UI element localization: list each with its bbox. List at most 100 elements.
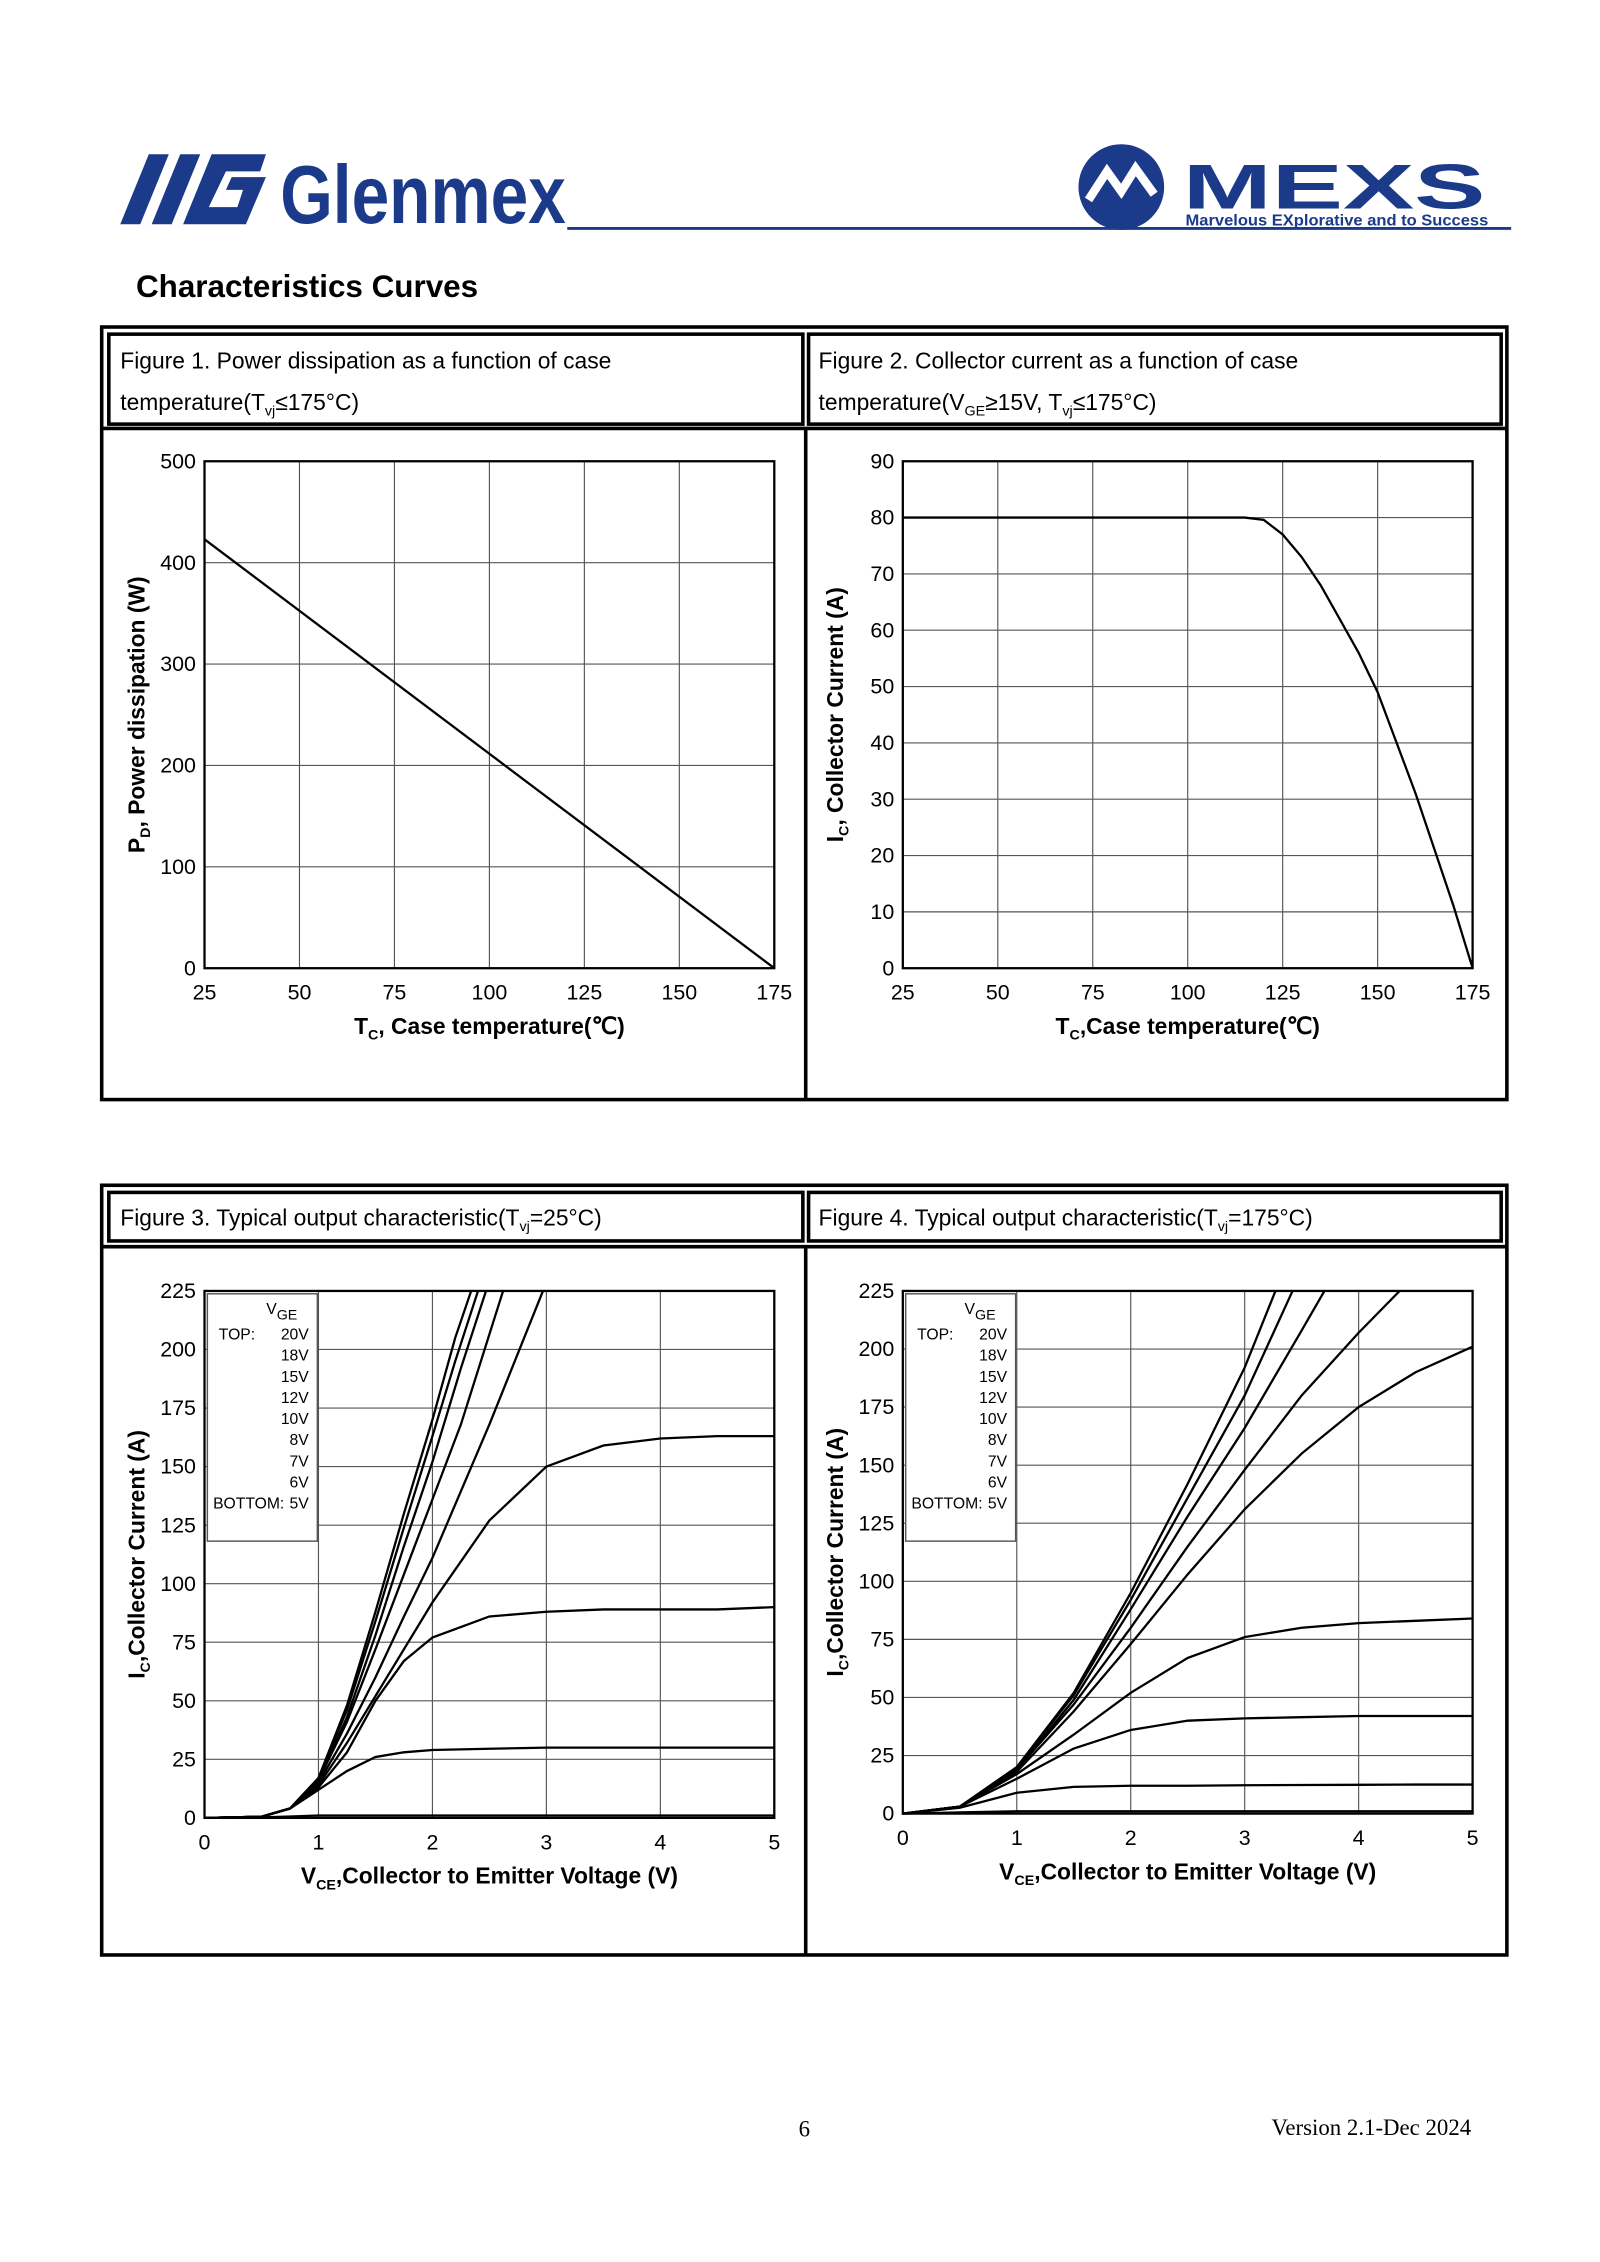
y-tick-label: 75 xyxy=(870,1628,894,1652)
y-axis-label-part: , Power dissipation (W) xyxy=(124,576,150,827)
x-tick-label: 100 xyxy=(1170,981,1206,1005)
section-title: Characteristics Curves xyxy=(136,269,478,304)
plot-frame xyxy=(901,1289,1474,1815)
y-tick-label: 100 xyxy=(859,1569,895,1593)
y-tick-label: 50 xyxy=(870,675,894,699)
data-line xyxy=(902,516,1474,969)
y-tick-label: 225 xyxy=(160,1279,196,1303)
x-axis-label-part: ,Case temperature(℃) xyxy=(1080,1013,1320,1039)
x-tick-label: 1 xyxy=(313,1830,325,1854)
x-tick-label: 50 xyxy=(986,981,1010,1005)
page-number: 6 xyxy=(799,2116,810,2141)
x-axis-label-part: T xyxy=(1056,1013,1070,1039)
y-tick-label: 225 xyxy=(859,1279,895,1303)
y-tick-label: 30 xyxy=(870,787,894,811)
legend-entry: 6V xyxy=(290,1474,310,1491)
legend-entry: 8V xyxy=(988,1432,1008,1449)
y-axis-label-part: P xyxy=(124,838,150,853)
version: Version 2.1-Dec 2024 xyxy=(1271,2115,1471,2140)
y-tick-label: 100 xyxy=(160,855,196,879)
legend-entry: 12V xyxy=(281,1390,309,1407)
y-tick-label: 0 xyxy=(882,1802,894,1826)
y-tick-label: 10 xyxy=(870,900,894,924)
x-tick-label: 0 xyxy=(199,1830,211,1854)
y-tick-label: 200 xyxy=(160,1338,196,1362)
x-tick-label: 0 xyxy=(897,1826,909,1850)
y-axis-label-part: C xyxy=(138,1662,154,1672)
partner-logo xyxy=(1078,144,1165,230)
x-tick-label: 150 xyxy=(1360,981,1396,1005)
x-tick-label: 75 xyxy=(1081,981,1105,1005)
y-tick-label: 400 xyxy=(160,551,196,575)
y-tick-label: 0 xyxy=(184,956,196,980)
y-tick-label: 100 xyxy=(160,1572,196,1596)
x-tick-label: 175 xyxy=(1455,981,1491,1005)
legend-title-part: GE xyxy=(975,1308,996,1324)
legend-entry: 8V xyxy=(290,1432,310,1449)
caption: Figure 1. Power dissipation as a functio… xyxy=(120,347,611,373)
y-axis-label: IC,Collector Current (A) xyxy=(822,1428,853,1677)
y-tick-label: 75 xyxy=(172,1630,196,1654)
plot-frame xyxy=(901,460,1474,970)
legend-box xyxy=(206,1293,319,1542)
caption-cell xyxy=(107,1190,805,1243)
y-tick-label: 40 xyxy=(870,731,894,755)
y-axis-label-part: D xyxy=(138,828,154,838)
caption: Figure 4. Typical output characteristic(… xyxy=(819,1204,1313,1235)
x-axis-label-part: , Case temperature(℃) xyxy=(378,1013,624,1039)
legend-entry: 18V xyxy=(979,1348,1007,1365)
legend-bottom: BOTTOM: xyxy=(213,1496,284,1513)
y-tick-label: 70 xyxy=(870,562,894,586)
x-axis-label: VCE,Collector to Emitter Voltage (V) xyxy=(301,1863,678,1894)
x-tick-label: 4 xyxy=(1353,1826,1365,1850)
y-tick-label: 25 xyxy=(870,1744,894,1768)
caption: temperature(VGE≥15V, Tvj≤175°C) xyxy=(819,389,1157,420)
y-axis-label-part: ,Collector Current (A) xyxy=(124,1430,150,1662)
x-tick-label: 25 xyxy=(891,981,915,1005)
legend-top: TOP: xyxy=(917,1326,953,1343)
x-tick-label: 1 xyxy=(1011,1826,1023,1850)
x-tick-label: 2 xyxy=(1125,1826,1137,1850)
y-axis-label-part: C xyxy=(837,826,853,836)
legend-box xyxy=(904,1293,1017,1542)
x-tick-label: 5 xyxy=(1467,1826,1479,1850)
legend-entry: 15V xyxy=(281,1369,309,1386)
x-axis-label: VCE,Collector to Emitter Voltage (V) xyxy=(999,1858,1376,1889)
x-tick-label: 125 xyxy=(1265,981,1301,1005)
x-tick-label: 2 xyxy=(426,1830,438,1854)
legend-title-part: V xyxy=(266,1301,277,1318)
data-line xyxy=(204,1746,775,1820)
x-tick-label: 50 xyxy=(288,981,312,1005)
x-axis-label-part: CE xyxy=(1014,1873,1034,1889)
data-line xyxy=(902,1783,1473,1815)
x-tick-label: 25 xyxy=(193,981,217,1005)
y-tick-label: 500 xyxy=(160,449,196,473)
x-axis-label: TC,Case temperature(℃) xyxy=(1056,1013,1320,1044)
y-tick-label: 0 xyxy=(184,1806,196,1830)
y-tick-label: 90 xyxy=(870,449,894,473)
data-line xyxy=(902,1810,1473,1815)
y-tick-label: 150 xyxy=(859,1453,895,1477)
caption: Figure 2. Collector current as a functio… xyxy=(819,347,1299,373)
caption-cell xyxy=(806,332,1503,426)
y-axis-label-part: , Collector Current (A) xyxy=(822,587,848,825)
legend-title: VGE xyxy=(266,1301,297,1324)
y-tick-label: 175 xyxy=(859,1395,895,1419)
y-tick-label: 200 xyxy=(160,754,196,778)
y-tick-label: 125 xyxy=(859,1511,895,1535)
x-tick-label: 3 xyxy=(1239,1826,1251,1850)
x-tick-label: 100 xyxy=(472,981,508,1005)
x-tick-label: 3 xyxy=(540,1830,552,1854)
data-line xyxy=(902,1714,1473,1815)
y-tick-label: 50 xyxy=(870,1686,894,1710)
legend-entry: 15V xyxy=(979,1369,1007,1386)
y-axis-label: IC,Collector Current (A) xyxy=(124,1430,155,1679)
x-axis-label-part: C xyxy=(1070,1028,1080,1044)
legend-bottom: BOTTOM: xyxy=(911,1496,982,1513)
y-tick-label: 300 xyxy=(160,652,196,676)
legend-entry: 12V xyxy=(979,1390,1007,1407)
data-line xyxy=(203,538,775,970)
legend-entry: 5V xyxy=(988,1496,1008,1513)
y-tick-label: 25 xyxy=(172,1747,196,1771)
y-tick-label: 20 xyxy=(870,844,894,868)
